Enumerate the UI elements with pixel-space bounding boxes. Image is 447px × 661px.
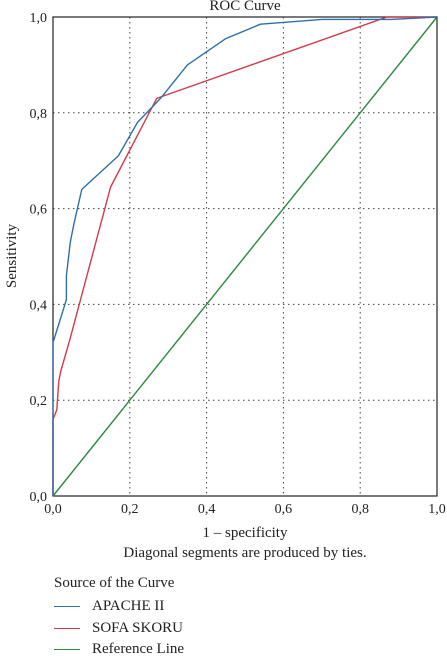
legend-swatch-apache [54, 606, 80, 608]
legend: Source of the Curve APACHE II SOFA SKORU… [54, 575, 184, 661]
series-line-2 [52, 16, 438, 497]
legend-swatch-sofa [54, 627, 80, 629]
x-tick-label: 0,0 [44, 502, 62, 517]
series-lines [52, 16, 438, 497]
x-tick-label: 0,8 [351, 502, 369, 517]
y-tick-label: 0,0 [30, 490, 48, 505]
plot-frame [52, 16, 438, 497]
chart-title: ROC Curve [209, 0, 281, 14]
series-line-1 [52, 16, 437, 496]
ties-note: Diagonal segments are produced by ties. [123, 545, 366, 560]
x-tick-label: 0,4 [198, 502, 216, 517]
x-tick-label: 1,0 [428, 502, 446, 517]
grid [53, 17, 437, 496]
legend-item-apache: APACHE II [54, 596, 184, 618]
legend-label-sofa: SOFA SKORU [92, 619, 184, 636]
series-line-0 [52, 16, 438, 496]
y-tick-label: 0,4 [30, 298, 48, 313]
legend-title: Source of the Curve [54, 575, 175, 591]
x-axis-label: 1 – specificity [203, 525, 288, 541]
legend-label-reference: Reference Line [92, 641, 185, 658]
legend-swatch-reference [54, 649, 80, 651]
y-tick-label: 0,6 [30, 203, 48, 218]
x-tick-label: 0,2 [121, 502, 139, 517]
y-tick-label: 0,8 [30, 107, 48, 122]
roc-chart: ROC Curve 0,00,0 0,2 0,2 0,4 0,4 0,6 0,6 0,8 0,8… [4, 0, 446, 560]
x-tick-label: 0,6 [275, 502, 293, 517]
y-axis-label: Sensitivity [4, 223, 20, 288]
tick-labels: 0,00,0 0,2 0,2 0,4 0,4 0,6 0,6 0,8 0,8 1,0 1,0 [30, 11, 446, 517]
y-tick-label: 0,2 [30, 394, 48, 409]
legend-label-apache: APACHE II [92, 598, 165, 615]
y-tick-label: 1,0 [30, 11, 48, 26]
legend-item-sofa: SOFA SKORU [54, 618, 184, 640]
legend-item-reference: Reference Line [54, 639, 184, 661]
